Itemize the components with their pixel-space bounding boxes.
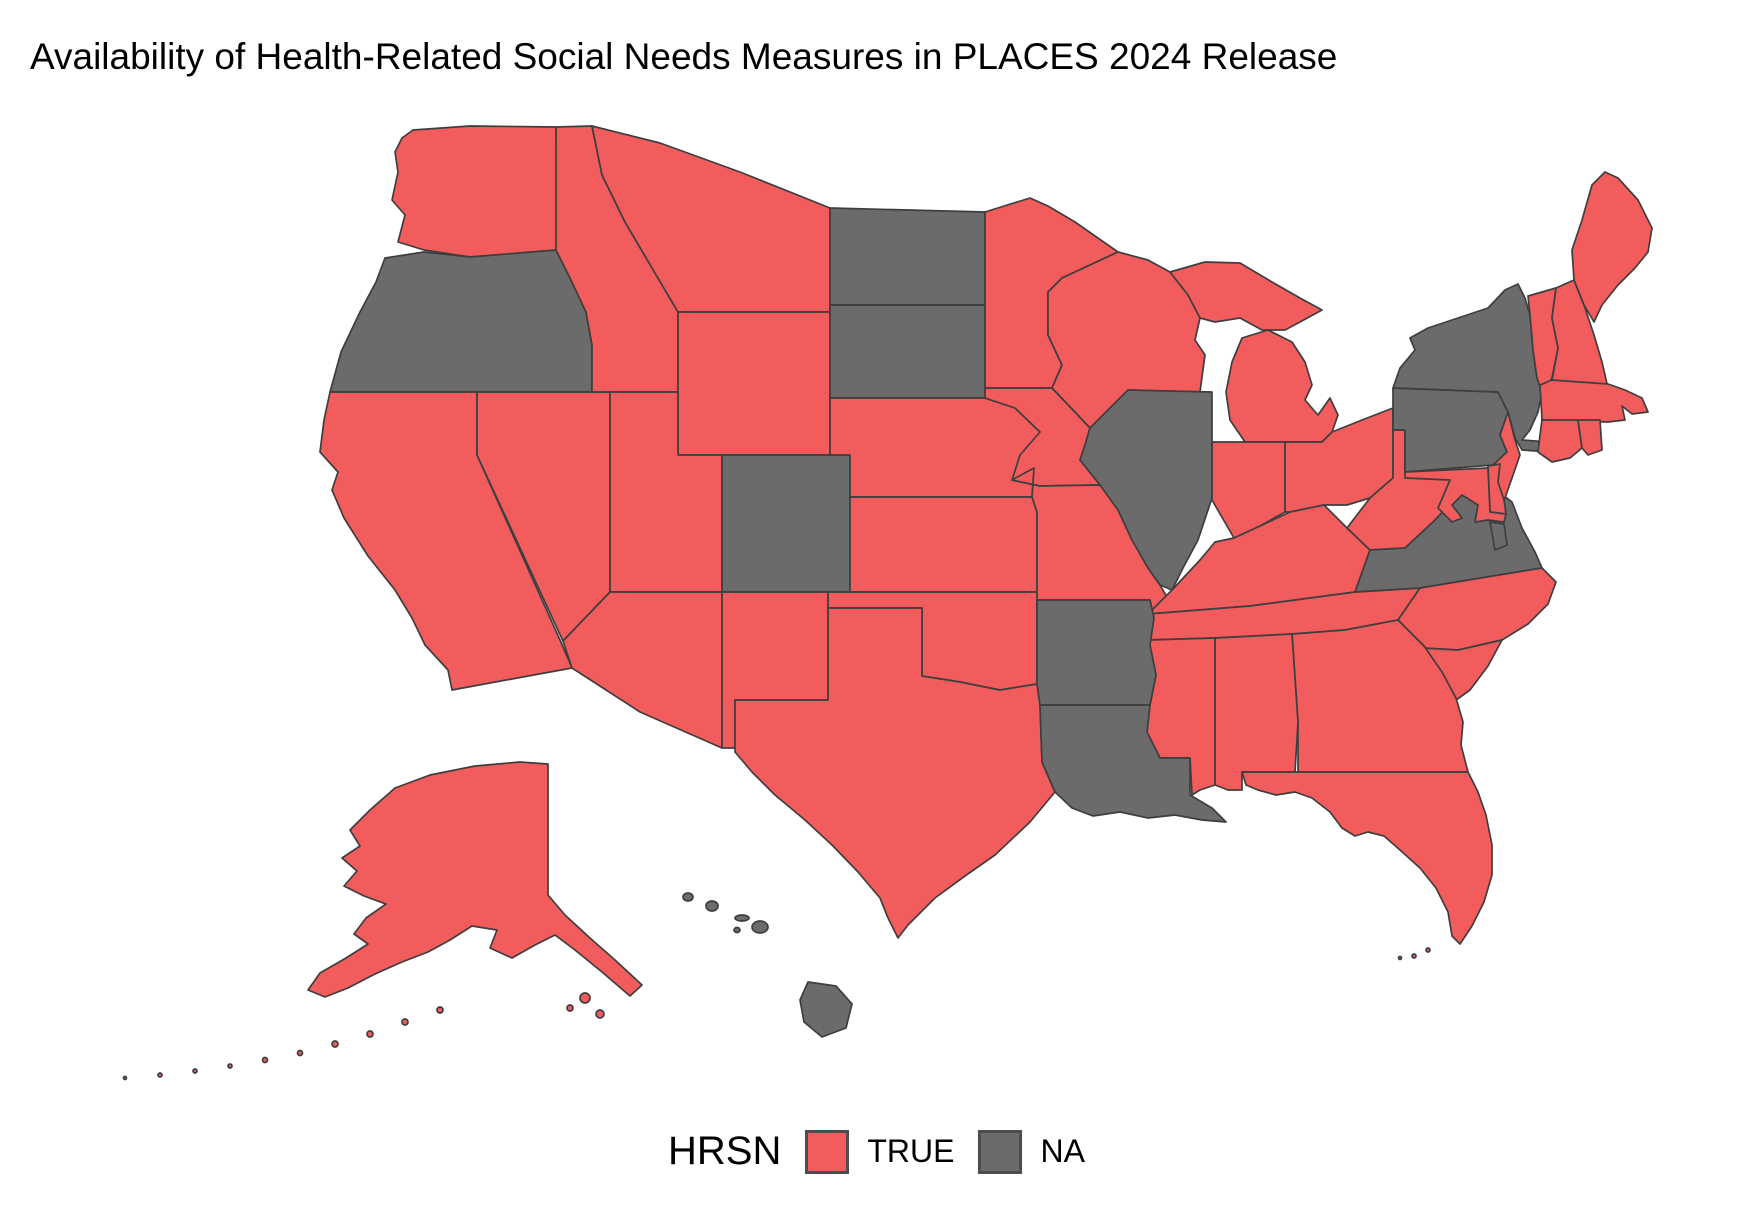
- aleutian-island: [436, 1006, 444, 1014]
- hawaii: [682, 892, 853, 1038]
- florida-keys-island: [1411, 953, 1417, 959]
- state-maine: [1571, 171, 1653, 323]
- legend-swatch-true: [805, 1129, 850, 1174]
- florida-keys-island: [1425, 947, 1431, 953]
- alaska: [122, 761, 643, 1081]
- state-washington: [391, 125, 559, 258]
- state-alaska: [307, 761, 643, 998]
- state-south-dakota: [829, 304, 986, 399]
- state-wyoming: [677, 311, 831, 456]
- state-pennsylvania: [1392, 387, 1509, 473]
- legend-title: HRSN: [668, 1129, 782, 1173]
- state-north-dakota: [829, 207, 986, 306]
- alaska-panhandle-island: [595, 1009, 605, 1019]
- legend: HRSN TRUE NA: [668, 1129, 1085, 1174]
- state-louisiana: [1039, 704, 1227, 823]
- state-colorado: [721, 454, 851, 593]
- state-massachusetts: [1539, 379, 1649, 423]
- state-texas: [734, 607, 1056, 939]
- hawaii-island-molokai: [734, 914, 750, 922]
- aleutian-island: [122, 1075, 128, 1081]
- state-arizona: [562, 591, 723, 749]
- state-virginia-eastern-shore: [1489, 521, 1508, 551]
- state-rhode-island: [1577, 419, 1603, 456]
- alaska-panhandle-island: [579, 992, 591, 1004]
- hawaii-island-oahu: [705, 900, 719, 912]
- state-connecticut: [1537, 419, 1583, 463]
- legend-swatch-na: [978, 1129, 1023, 1174]
- page-title: Availability of Health-Related Social Ne…: [30, 36, 1338, 77]
- aleutian-island: [366, 1030, 374, 1038]
- hawaii-island-maui: [751, 920, 769, 934]
- mainland-states: [319, 125, 1653, 961]
- aleutian-island: [157, 1072, 163, 1078]
- state-michigan-upper-peninsula: [1169, 261, 1323, 331]
- aleutian-island: [227, 1063, 233, 1069]
- aleutian-island: [401, 1018, 409, 1026]
- state-maryland: [1404, 467, 1507, 523]
- state-wisconsin: [1047, 251, 1206, 429]
- state-georgia: [1291, 619, 1469, 773]
- hawaii-island-big-island: [799, 981, 853, 1038]
- alaska-panhandle-island: [566, 1004, 574, 1012]
- state-michigan: [1225, 329, 1339, 443]
- aleutian-island: [261, 1056, 269, 1064]
- florida-keys-island: [1397, 955, 1403, 961]
- state-nebraska: [829, 397, 1041, 498]
- state-kansas: [849, 496, 1038, 593]
- state-florida: [1241, 771, 1493, 945]
- aleutian-island: [331, 1040, 339, 1048]
- legend-label-na: NA: [1040, 1133, 1085, 1169]
- aleutian-island: [192, 1068, 198, 1074]
- state-alabama: [1214, 633, 1299, 791]
- state-oregon: [329, 249, 593, 393]
- aleutian-island: [296, 1049, 304, 1057]
- hawaii-island-lanai: [733, 926, 741, 934]
- state-arkansas: [1036, 599, 1157, 706]
- state-illinois: [1079, 389, 1213, 591]
- legend-label-true: TRUE: [867, 1133, 955, 1169]
- hawaii-island-kauai: [682, 892, 694, 902]
- state-california: [319, 391, 573, 691]
